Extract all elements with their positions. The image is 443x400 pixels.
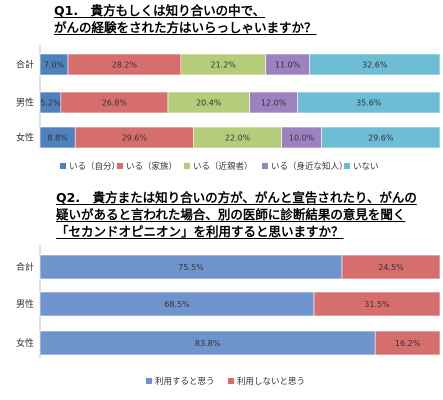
chart1-legend-swatch-2 xyxy=(184,163,190,169)
chart1-bar-label-1-4: 35.6% xyxy=(356,99,382,108)
chart2-bar-0-1 xyxy=(341,254,441,280)
chart1-bar-label-2-1: 29.6% xyxy=(122,134,148,143)
chart1-legend-label-3: いる（身近な知人） xyxy=(271,161,348,172)
chart1-bar-label-1-3: 12.0% xyxy=(261,99,287,108)
chart1-row-label-1: 男性 xyxy=(16,97,34,109)
chart1-bar-label-1-1: 26.8% xyxy=(102,99,128,108)
chart1-bar-label-2-2: 22.0% xyxy=(225,134,251,143)
q1-title: Q1. 貴方もしくは知り合いの中で、 がんの経験をされた方はいらっしゃいますか？ xyxy=(54,2,317,36)
chart1-bar-0-4 xyxy=(309,53,441,76)
chart2-legend-label-0: 利用すると思う xyxy=(155,376,215,387)
chart2-bar-label-2-0: 83.8% xyxy=(195,339,221,348)
chart1-legend-swatch-1 xyxy=(117,163,123,169)
chart1-bar-label-0-4: 32.6% xyxy=(362,61,388,70)
q2-title-line-2: 疑いがあると言われた場合、別の医師に診断結果の意見を聞く xyxy=(56,207,406,222)
chart2-row-label-2: 女性 xyxy=(16,337,34,349)
chart1-legend-label-1: いる（家族） xyxy=(126,161,177,172)
q2-title-line-1: Q2. 貴方または知り合いの方が、がんと宣告されたり、がんの xyxy=(56,190,417,205)
chart2-bar-2-1 xyxy=(374,330,441,356)
chart1-bar-label-1-0: 5.2% xyxy=(40,99,61,108)
chart1-bar-label-2-3: 10.0% xyxy=(289,134,315,143)
chart2-bar-0-0 xyxy=(39,254,343,280)
chart1-bar-label-0-2: 21.2% xyxy=(210,61,236,70)
chart1-legend-label-4: いない xyxy=(353,162,379,172)
chart2-bar-2-0 xyxy=(39,330,376,356)
chart2-row-label-1: 男性 xyxy=(16,298,34,310)
chart1-bar-label-0-1: 28.2% xyxy=(112,61,138,70)
chart2-bar-1-0 xyxy=(39,291,315,317)
chart1-bar-label-0-0: 7.0% xyxy=(44,61,65,70)
chart2-bar-label-1-1: 31.5% xyxy=(364,300,390,309)
chart2-legend-swatch-0 xyxy=(146,378,152,384)
chart2-bar-label-1-0: 68.5% xyxy=(164,300,190,309)
q1-title-line-1: Q1. 貴方もしくは知り合いの中で、 xyxy=(54,3,266,18)
chart1-bar-2-4 xyxy=(321,126,441,149)
chart2-bar-label-0-1: 24.5% xyxy=(378,263,404,272)
chart1-bar-label-2-0: 8.8% xyxy=(47,134,68,143)
chart2-bar-label-2-1: 16.2% xyxy=(395,339,421,348)
chart1-legend-swatch-4 xyxy=(344,163,350,169)
chart2-row-label-0: 合計 xyxy=(16,261,34,273)
chart2-legend-label-1: 利用しないと思う xyxy=(237,376,305,387)
chart1-legend-label-2: いる（近親者） xyxy=(193,161,253,172)
q2-title-line-3: 「セカンドオピニオン」を利用すると思いますか？ xyxy=(56,224,344,239)
chart1-bar-label-1-2: 20.4% xyxy=(196,99,222,108)
q1-title-line-2: がんの経験をされた方はいらっしゃいますか？ xyxy=(54,20,317,35)
chart2-bar-1-1 xyxy=(313,291,441,317)
chart1-legend-swatch-3 xyxy=(262,163,268,169)
chart1-bar-label-0-3: 11.0% xyxy=(275,61,301,70)
chart2-bar-label-0-0: 75.5% xyxy=(178,263,204,272)
chart1-legend-label-0: いる（自分） xyxy=(69,161,120,172)
chart1-row-label-0: 合計 xyxy=(16,59,34,71)
chart2-legend-swatch-1 xyxy=(228,378,234,384)
chart1-bar-label-2-4: 29.6% xyxy=(368,134,394,143)
chart1-legend-swatch-0 xyxy=(60,163,66,169)
chart1-row-label-2: 女性 xyxy=(16,132,34,144)
q2-title: Q2. 貴方または知り合いの方が、がんと宣告されたり、がんの 疑いがあると言われ… xyxy=(56,189,417,240)
chart1-bar-1-4 xyxy=(297,91,441,114)
